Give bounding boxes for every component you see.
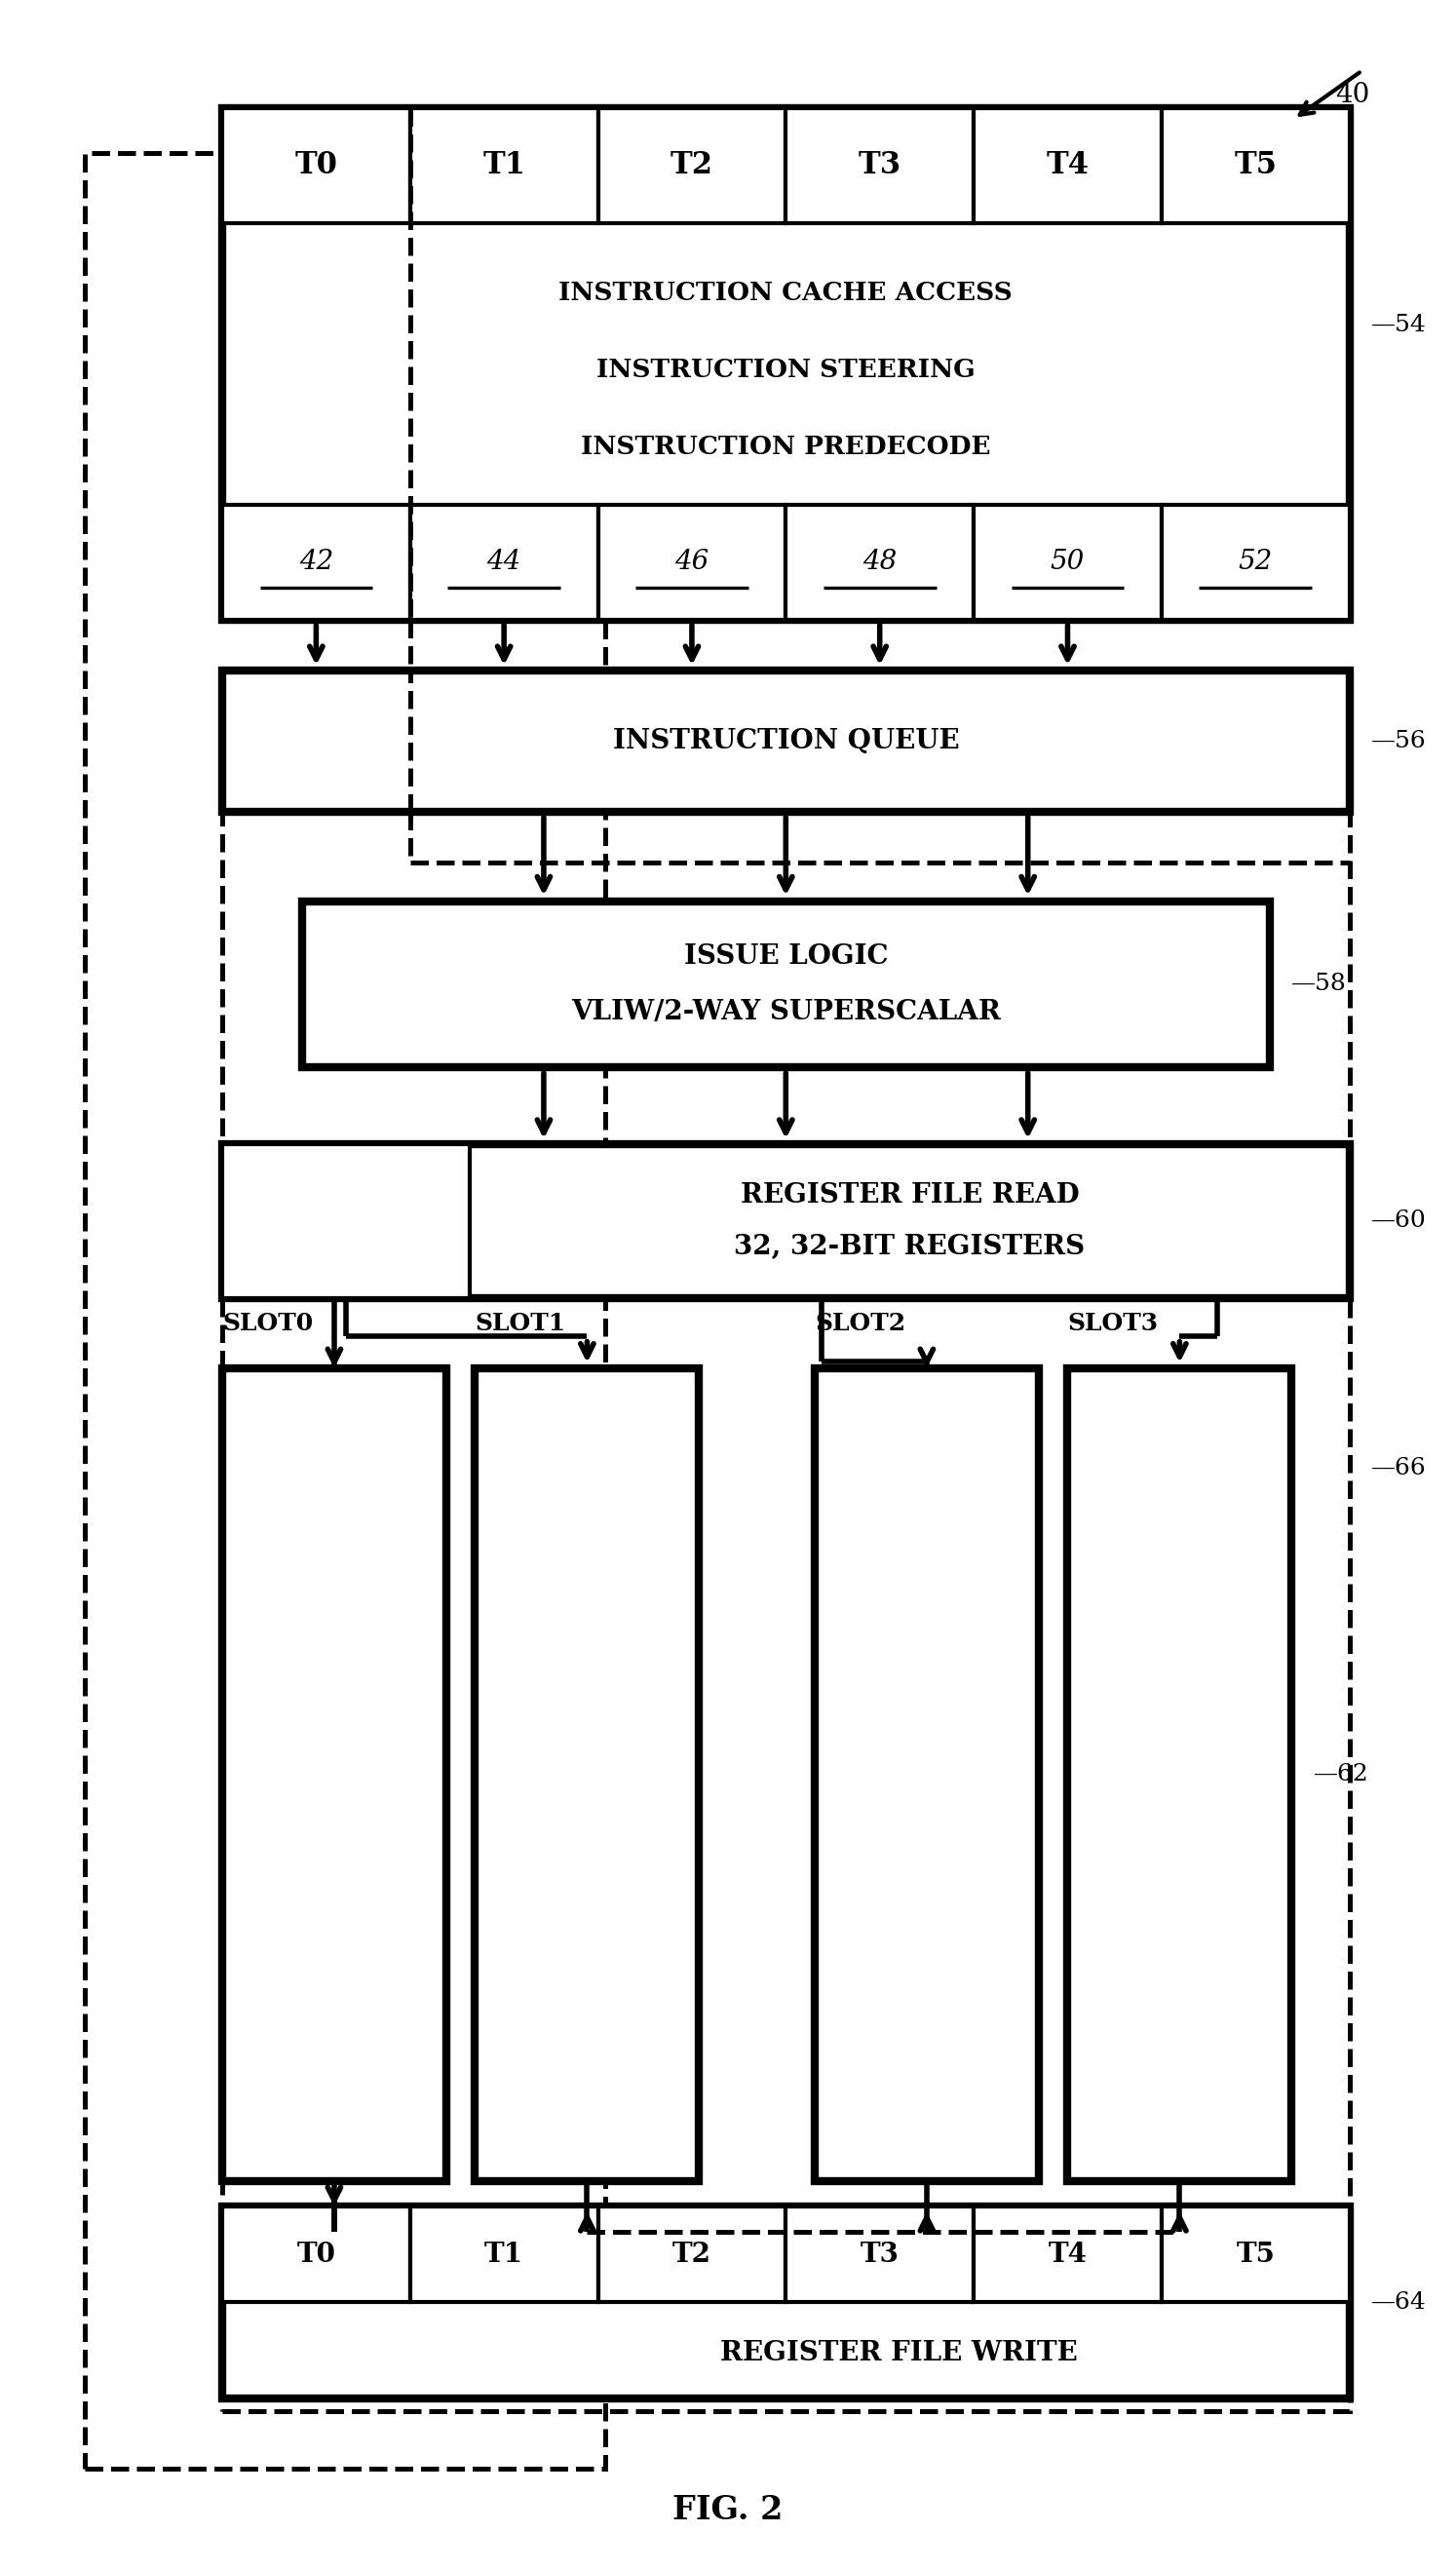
Bar [1162,2205,1350,2303]
Text: 46: 46 [674,550,709,576]
Text: FIG. 2: FIG. 2 [673,2493,783,2526]
Bar [1067,1367,1291,2182]
Bar [223,108,1350,619]
Bar [1162,108,1350,224]
Text: —66: —66 [1372,1457,1427,1480]
Bar [598,504,786,619]
Bar [974,2205,1162,2303]
Text: —54: —54 [1372,314,1427,337]
Text: T3: T3 [858,149,901,180]
Text: 32, 32-BIT REGISTERS: 32, 32-BIT REGISTERS [734,1234,1085,1259]
Bar [475,1367,699,2182]
Text: VLIW/2-WAY SUPERSCALAR: VLIW/2-WAY SUPERSCALAR [571,1000,1000,1025]
Text: T4: T4 [1048,2241,1088,2267]
Text: 52: 52 [1238,550,1273,576]
Text: —62: —62 [1313,1763,1369,1786]
Text: T3: T3 [860,2241,900,2267]
Bar [786,504,974,619]
Bar [815,1367,1038,2182]
Bar [598,2205,786,2303]
Text: REGISTER FILE WRITE: REGISTER FILE WRITE [719,2341,1077,2367]
Text: T2: T2 [670,149,713,180]
Text: T0: T0 [294,149,338,180]
Bar [223,504,411,619]
Text: 48: 48 [862,550,897,576]
Text: INSTRUCTION QUEUE: INSTRUCTION QUEUE [613,727,960,756]
Bar [223,2205,411,2303]
Bar [223,1367,446,2182]
Bar [84,152,606,2470]
Bar [786,2205,974,2303]
Text: —58: —58 [1291,974,1347,995]
Bar [223,671,1350,812]
Bar [411,2205,598,2303]
Text: INSTRUCTION CACHE ACCESS: INSTRUCTION CACHE ACCESS [559,280,1013,306]
Bar [301,902,1270,1067]
Bar [786,108,974,224]
Text: SLOT1: SLOT1 [475,1311,566,1334]
Text: REGISTER FILE READ: REGISTER FILE READ [741,1182,1079,1208]
Text: —56: —56 [1372,730,1427,753]
Text: T1: T1 [485,2241,524,2267]
Text: T5: T5 [1235,149,1277,180]
Text: —64: —64 [1372,2290,1427,2313]
Text: SLOT0: SLOT0 [223,1311,313,1334]
Bar [974,504,1162,619]
Text: 42: 42 [298,550,333,576]
Text: —60: —60 [1372,1210,1427,1231]
Text: T4: T4 [1047,149,1089,180]
Text: ISSUE LOGIC: ISSUE LOGIC [684,943,888,969]
Bar [598,108,786,224]
Text: SLOT3: SLOT3 [1067,1311,1159,1334]
Bar [223,696,1350,2411]
Bar [411,504,598,619]
Bar [223,2205,1350,2398]
Bar [974,108,1162,224]
Text: T2: T2 [673,2241,712,2267]
Text: T5: T5 [1236,2241,1275,2267]
Bar [223,1144,470,1298]
Bar [223,108,411,224]
Text: 44: 44 [486,550,521,576]
Bar [411,108,598,224]
Text: INSTRUCTION PREDECODE: INSTRUCTION PREDECODE [581,434,990,460]
Text: T1: T1 [482,149,526,180]
Text: 50: 50 [1050,550,1085,576]
Text: T0: T0 [297,2241,335,2267]
Text: INSTRUCTION STEERING: INSTRUCTION STEERING [597,357,976,383]
Bar [223,1144,1350,1298]
Text: SLOT2: SLOT2 [815,1311,906,1334]
Bar [1162,504,1350,619]
Text: 40: 40 [1335,82,1370,108]
